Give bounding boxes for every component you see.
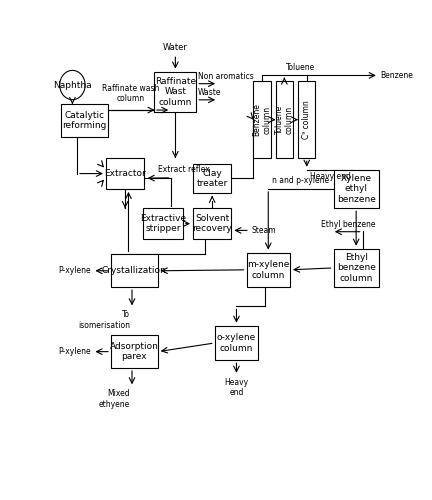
Text: P-xylene: P-xylene	[58, 266, 91, 276]
Text: Catalytic
reforming: Catalytic reforming	[62, 111, 106, 130]
FancyBboxPatch shape	[111, 336, 158, 368]
Text: Ethyl benzene: Ethyl benzene	[321, 220, 375, 230]
FancyBboxPatch shape	[111, 254, 158, 287]
Text: Raffinate
Wast
column: Raffinate Wast column	[155, 77, 196, 106]
Text: n and p-xylene: n and p-xylene	[272, 176, 330, 185]
Text: Raffinate wash
column: Raffinate wash column	[102, 84, 160, 103]
FancyBboxPatch shape	[334, 170, 379, 208]
Text: Toluene
column: Toluene column	[275, 105, 294, 134]
Text: Mixed
ethyene: Mixed ethyene	[99, 389, 130, 408]
Text: Extractive
stripper: Extractive stripper	[140, 214, 186, 234]
FancyBboxPatch shape	[247, 252, 290, 287]
Text: m-xylene
column: m-xylene column	[247, 260, 289, 280]
Text: Adsorption
parex: Adsorption parex	[110, 342, 159, 361]
Text: Water: Water	[163, 44, 188, 52]
Text: P-xylene: P-xylene	[58, 347, 91, 356]
Text: Clay
treater: Clay treater	[197, 168, 228, 188]
Text: To
isomerisation: To isomerisation	[78, 310, 130, 330]
FancyBboxPatch shape	[298, 81, 315, 158]
Text: Benzene: Benzene	[381, 71, 413, 80]
Text: Steam: Steam	[251, 226, 276, 235]
Text: C⁹ column: C⁹ column	[302, 100, 311, 139]
FancyBboxPatch shape	[193, 164, 232, 193]
Text: Waste: Waste	[198, 88, 222, 97]
Text: Extractor: Extractor	[104, 169, 146, 178]
FancyBboxPatch shape	[60, 104, 108, 137]
Text: Solvent
recovery: Solvent recovery	[192, 214, 232, 234]
Text: Ethyl
benzene
column: Ethyl benzene column	[337, 253, 375, 283]
FancyBboxPatch shape	[334, 248, 379, 287]
FancyBboxPatch shape	[276, 81, 293, 158]
Text: Extract reflex: Extract reflex	[158, 166, 210, 174]
Text: Heavy
end: Heavy end	[224, 378, 248, 397]
FancyBboxPatch shape	[253, 81, 270, 158]
Text: Crystallization: Crystallization	[102, 266, 167, 276]
FancyBboxPatch shape	[193, 208, 232, 239]
Text: Heavy end: Heavy end	[310, 172, 351, 180]
Text: o-xylene
column: o-xylene column	[217, 334, 256, 352]
Text: Toluene: Toluene	[286, 62, 315, 72]
FancyBboxPatch shape	[155, 72, 196, 112]
Text: Benzene
column: Benzene column	[252, 103, 272, 136]
Text: Non aromatics: Non aromatics	[198, 72, 254, 80]
Text: Naphtha: Naphtha	[53, 80, 92, 90]
FancyBboxPatch shape	[215, 326, 258, 360]
FancyBboxPatch shape	[143, 208, 183, 239]
Text: Xylene
ethyl
benzene: Xylene ethyl benzene	[337, 174, 375, 204]
FancyBboxPatch shape	[106, 158, 144, 189]
